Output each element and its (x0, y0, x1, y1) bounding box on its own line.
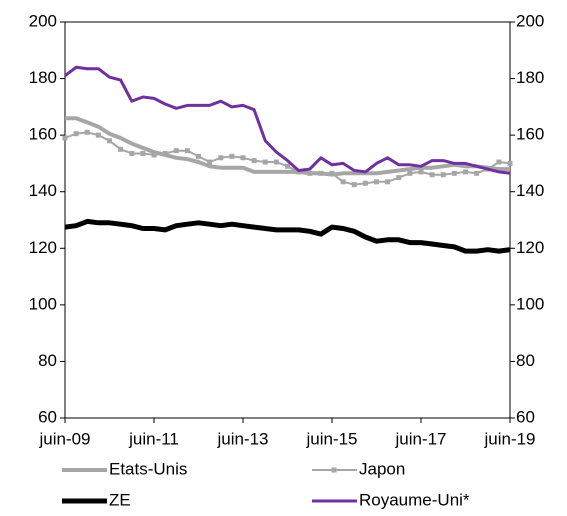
series-marker (229, 153, 235, 159)
x-tick-label: juin-13 (216, 429, 268, 448)
y-tick-label: 140 (29, 181, 57, 200)
x-tick-label: juin-17 (394, 429, 446, 448)
series-marker (118, 146, 124, 152)
x-tick-label: juin-11 (128, 429, 179, 448)
y2-tick-label: 180 (516, 68, 544, 87)
series-marker (418, 169, 424, 175)
series-marker (362, 180, 368, 186)
y2-tick-label: 160 (516, 125, 544, 144)
series-marker (329, 170, 335, 176)
x-tick-label: juin-19 (483, 429, 535, 448)
series-marker (129, 151, 135, 157)
y-tick-label: 100 (29, 294, 57, 313)
legend-label: Royaume-Uni* (359, 490, 470, 509)
series-marker (184, 148, 190, 154)
series-marker (385, 179, 391, 185)
series-marker (95, 132, 101, 138)
series-marker (451, 170, 457, 176)
series-marker (262, 159, 268, 165)
x-tick-label: juin-09 (38, 429, 90, 448)
series-marker (173, 148, 179, 154)
plot-frame (64, 21, 511, 419)
series-marker (396, 175, 402, 181)
y2-tick-label: 200 (516, 11, 544, 30)
y-tick-label: 120 (29, 238, 57, 257)
series-marker (440, 172, 446, 178)
series-marker (84, 129, 90, 135)
y-tick-label: 80 (38, 351, 57, 370)
y2-tick-label: 100 (516, 294, 544, 313)
series-marker (218, 155, 224, 161)
legend-marker (331, 467, 337, 473)
series-marker (351, 182, 357, 188)
series-marker (62, 135, 68, 141)
series-marker (463, 169, 468, 175)
series-marker (318, 170, 324, 176)
series-marker (307, 170, 313, 176)
series-marker (207, 159, 213, 165)
y2-tick-label: 120 (516, 238, 544, 257)
legend-label: ZE (109, 490, 131, 509)
y-tick-label: 200 (29, 11, 57, 30)
series-marker (151, 152, 157, 158)
series-marker (240, 155, 246, 161)
x-tick-label: juin-15 (305, 429, 357, 448)
series-marker (407, 170, 413, 176)
y-tick-label: 60 (38, 407, 57, 426)
series-marker (251, 158, 257, 164)
series-marker (496, 159, 502, 165)
y2-tick-label: 140 (516, 181, 544, 200)
series-marker (196, 153, 201, 159)
y-tick-label: 160 (29, 125, 57, 144)
series-line (64, 65, 511, 175)
y2-tick-label: 60 (516, 407, 535, 426)
series-marker (474, 170, 480, 176)
series-marker (340, 179, 346, 185)
series-line (64, 218, 511, 254)
series-marker (285, 163, 290, 169)
series-marker (107, 138, 112, 144)
series-marker (507, 160, 513, 166)
series-marker (162, 151, 168, 157)
series-line (65, 116, 510, 177)
legend-label: Japon (359, 459, 405, 478)
series-marker (429, 172, 435, 178)
y2-tick-label: 80 (516, 351, 535, 370)
series-marker (73, 131, 79, 137)
series-marker (140, 151, 146, 157)
legend-label: Etats-Unis (109, 459, 187, 478)
y-tick-label: 180 (29, 68, 57, 87)
series-marker (374, 179, 379, 185)
series-marker (273, 159, 279, 165)
